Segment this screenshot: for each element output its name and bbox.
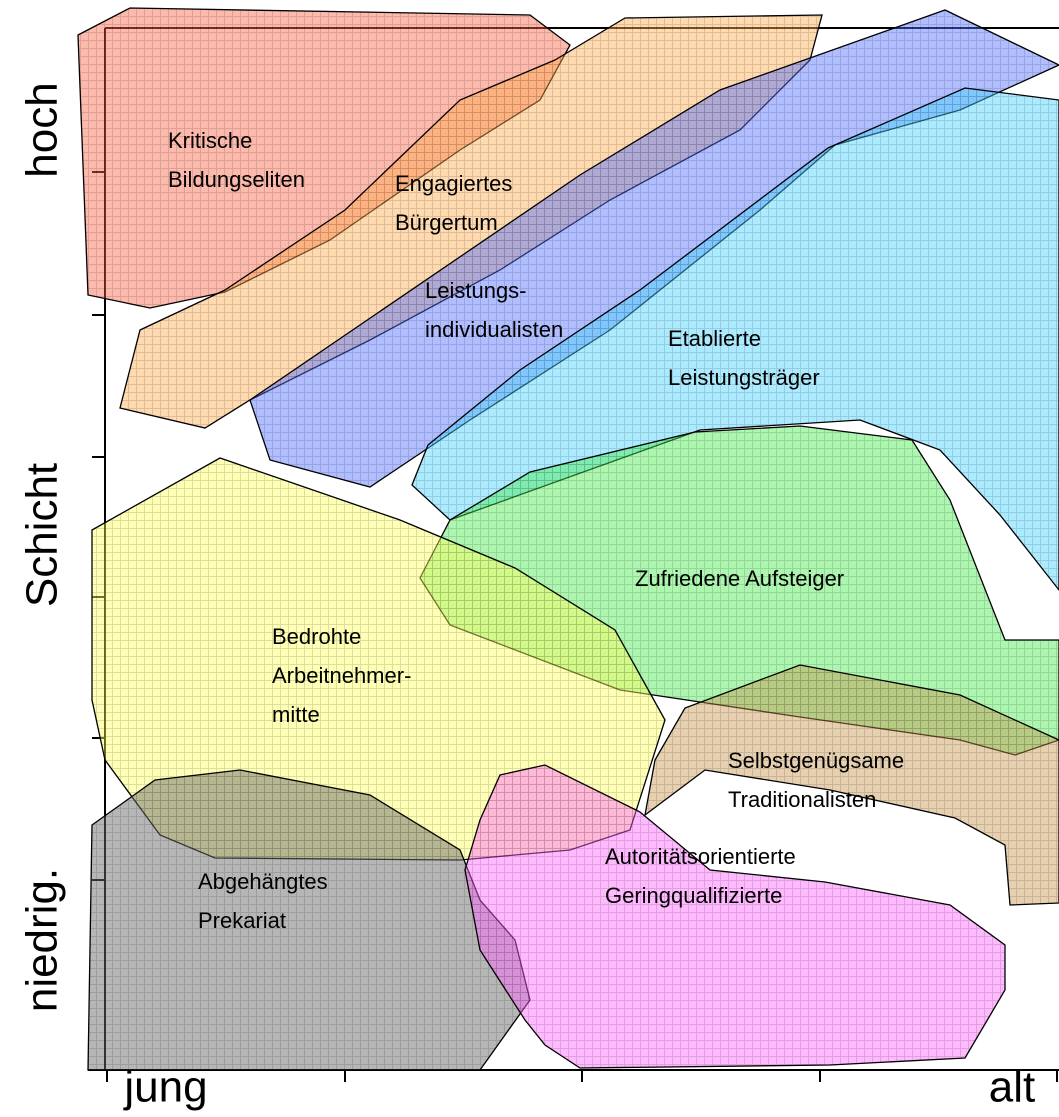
- region-label: Bildungseliten: [168, 167, 305, 192]
- region-label: Leistungsträger: [668, 365, 820, 390]
- region-label: Zufriedene Aufsteiger: [635, 566, 844, 591]
- region-label: Engagiertes: [395, 171, 512, 196]
- region-hatch: [465, 765, 1005, 1068]
- region-label: mitte: [272, 702, 320, 727]
- regions: [77, 7, 1059, 1071]
- region-label: Traditionalisten: [728, 787, 876, 812]
- y-label: niedrig.: [18, 868, 67, 1012]
- region-label: Abgehängtes: [198, 869, 328, 894]
- region-label: Bedrohte: [272, 624, 361, 649]
- region-hatch: [88, 770, 530, 1070]
- region-label: individualisten: [425, 317, 563, 342]
- region-hatch: [250, 10, 1059, 487]
- region-label: Autoritätsorientierte: [605, 844, 796, 869]
- x-label: alt: [989, 1063, 1035, 1112]
- region-label: Arbeitnehmer-: [272, 663, 411, 688]
- region-label: Kritische: [168, 128, 252, 153]
- region-label: Etablierte: [668, 326, 761, 351]
- region-label: Leistungs-: [425, 278, 527, 303]
- labels: Kritische Bildungseliten Engagiertes Bürger…: [168, 128, 904, 933]
- x-label: jung: [122, 1063, 207, 1112]
- region-label: Geringqualifizierte: [605, 883, 782, 908]
- y-label: hoch: [18, 82, 67, 177]
- region-label: Prekariat: [198, 908, 286, 933]
- region-hatch: [645, 665, 1059, 905]
- region-label: Bürgertum: [395, 210, 498, 235]
- y-label: Schicht: [18, 463, 67, 607]
- region-label: Selbstgenügsame: [728, 748, 904, 773]
- region-hatch: [92, 458, 665, 860]
- region-hatch: [120, 15, 822, 428]
- region-hatch: [78, 8, 570, 308]
